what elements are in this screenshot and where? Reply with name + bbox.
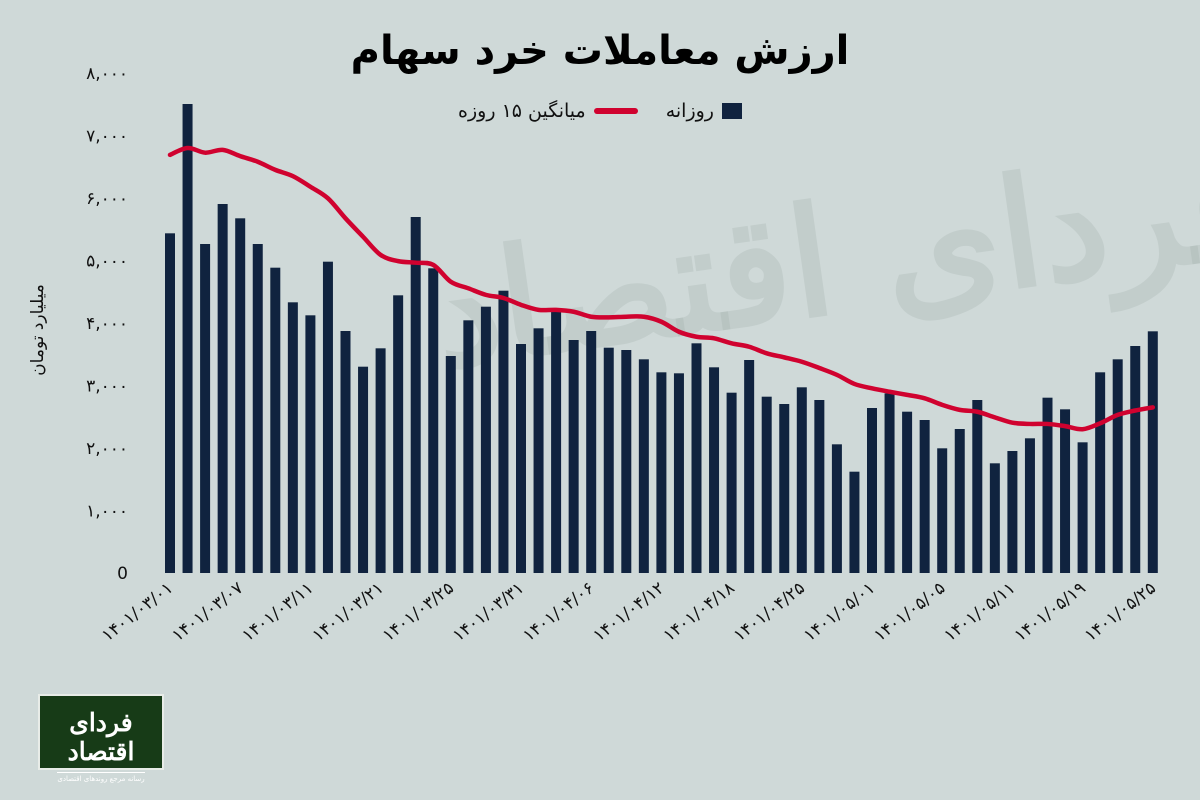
y-tick-label: ۱,۰۰۰ — [86, 502, 128, 522]
bar — [287, 302, 298, 573]
bar — [463, 320, 474, 573]
bar — [954, 429, 965, 573]
bar — [1007, 451, 1018, 573]
bar — [796, 387, 807, 573]
bar — [445, 356, 456, 573]
bar — [1060, 409, 1071, 573]
bar — [270, 267, 281, 573]
bar — [375, 348, 386, 573]
chart-title: ارزش معاملات خرد سهام — [350, 28, 850, 74]
bar — [568, 340, 579, 573]
bar — [779, 404, 790, 573]
bar — [989, 463, 1000, 573]
y-tick-label: ۸,۰۰۰ — [86, 64, 128, 84]
bar — [691, 343, 702, 573]
bar — [551, 311, 562, 573]
bar — [1147, 331, 1158, 573]
bar — [1042, 397, 1053, 573]
x-tick-label: ۱۴۰۱/۰۴/۱۸ — [660, 578, 739, 646]
logo-name: فردای اقتصاد — [67, 708, 135, 766]
y-tick-label: ۲,۰۰۰ — [86, 439, 128, 459]
bar — [1077, 442, 1088, 573]
bar — [358, 366, 369, 573]
bar — [621, 350, 632, 573]
bar — [235, 218, 246, 573]
x-tick-label: ۱۴۰۱/۰۵/۱۹ — [1011, 578, 1090, 646]
x-tick-label: ۱۴۰۱/۰۴/۲۵ — [730, 578, 809, 646]
y-tick-label: ۴,۰۰۰ — [86, 314, 128, 334]
bar — [867, 408, 877, 573]
bar — [656, 372, 667, 573]
bar — [322, 261, 333, 573]
x-tick-label: ۱۴۰۱/۰۵/۱۱ — [941, 578, 1020, 646]
x-tick-label: ۱۴۰۱/۰۳/۱۱ — [239, 578, 318, 646]
legend-item-daily: روزانه — [666, 100, 742, 122]
bar — [709, 367, 720, 573]
x-tick-label: ۱۴۰۱/۰۴/۱۲ — [590, 578, 669, 646]
bar — [533, 328, 544, 573]
y-tick-label: 0 — [117, 564, 128, 584]
bar — [726, 392, 737, 573]
y-tick-label: ۳,۰۰۰ — [86, 377, 128, 397]
bar — [498, 290, 509, 573]
x-tick-label: ۱۴۰۱/۰۳/۰۷ — [168, 578, 247, 646]
bar — [165, 233, 175, 573]
legend-label: میانگین ۱۵ روزه — [458, 100, 586, 122]
x-tick-label: ۱۴۰۱/۰۵/۰۵ — [870, 578, 949, 646]
bar — [673, 373, 684, 573]
x-tick-label: ۱۴۰۱/۰۳/۲۱ — [309, 578, 388, 646]
legend-item-ma15: میانگین ۱۵ روزه — [458, 100, 638, 122]
bar — [831, 444, 842, 573]
legend: روزانه میانگین ۱۵ روزه — [0, 100, 1200, 122]
legend-swatch-line — [593, 108, 638, 114]
bar — [393, 295, 404, 573]
bar — [761, 396, 772, 573]
bar — [744, 360, 755, 573]
bar — [1130, 346, 1141, 573]
bar — [410, 217, 421, 573]
bar — [182, 104, 193, 573]
bar — [1095, 372, 1106, 573]
bar — [919, 420, 930, 573]
x-tick-label: ۱۴۰۱/۰۵/۰۱ — [800, 578, 879, 646]
bar — [1024, 438, 1035, 573]
x-tick-label: ۱۴۰۱/۰۴/۰۶ — [519, 578, 598, 646]
bar — [516, 344, 526, 573]
bar — [1112, 359, 1123, 573]
bar — [200, 244, 211, 573]
x-tick-label: ۱۴۰۱/۰۵/۲۵ — [1081, 578, 1160, 646]
bar — [884, 393, 895, 573]
x-tick-label: ۱۴۰۱/۰۳/۲۵ — [379, 578, 458, 646]
legend-swatch-bar — [721, 103, 742, 119]
bar — [937, 448, 948, 573]
bar — [603, 347, 614, 573]
bar — [305, 315, 316, 573]
bar — [428, 268, 439, 573]
bar — [252, 244, 263, 573]
y-tick-label: ۵,۰۰۰ — [86, 252, 128, 272]
legend-label: روزانه — [665, 100, 714, 122]
logo-tagline: رسانه مرجع روندهای اقتصادی — [57, 772, 145, 783]
bar — [638, 359, 649, 573]
bar — [340, 331, 351, 573]
bar — [217, 204, 228, 573]
x-tick-label: ۱۴۰۱/۰۳/۰۱ — [98, 578, 177, 646]
ma-line — [167, 145, 1156, 432]
bar — [814, 400, 825, 573]
y-tick-label: ۷,۰۰۰ — [86, 127, 128, 147]
x-tick-label: ۱۴۰۱/۰۳/۳۱ — [449, 578, 528, 646]
bar — [849, 471, 860, 573]
y-tick-label: ۶,۰۰۰ — [86, 189, 128, 209]
logo: فردای اقتصاد رسانه مرجع روندهای اقتصادی — [38, 694, 164, 783]
bar — [902, 411, 913, 573]
bar — [586, 331, 597, 573]
bar — [972, 400, 983, 573]
bar — [480, 306, 491, 573]
